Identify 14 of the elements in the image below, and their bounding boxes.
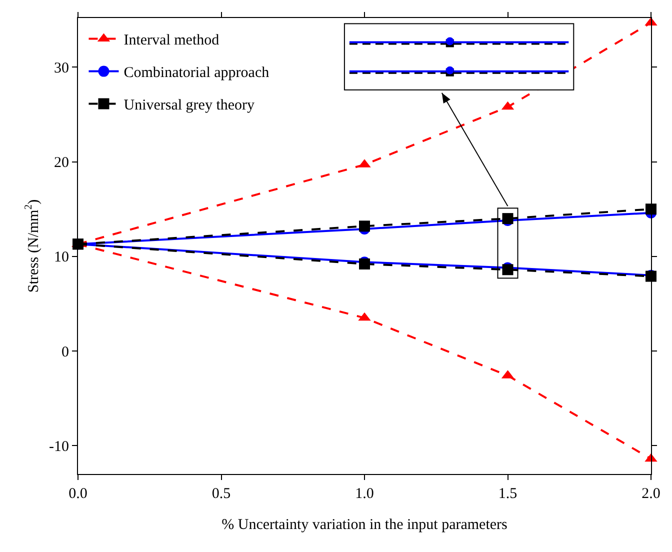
x-tick-label: 1.0	[355, 486, 374, 502]
y-tick-label: 20	[54, 155, 69, 172]
legend-label: Combinatorial approach	[124, 65, 270, 82]
y-tick-label: 0	[62, 344, 69, 360]
x-tick-label: 1.5	[498, 486, 518, 502]
y-tick-label: 30	[54, 60, 69, 76]
x-tick-label: 0.0	[68, 486, 88, 502]
x-tick-label: 2.0	[642, 486, 660, 502]
y-tick-label: -10	[49, 438, 69, 455]
x-tick-label: 0.5	[212, 486, 231, 502]
legend-label: Interval method	[124, 32, 220, 49]
x-axis-title: % Uncertainty variation in the input parameters	[222, 517, 508, 533]
legend-label: Universal grey theory	[124, 98, 256, 114]
y-tick-label: 10	[54, 250, 69, 266]
